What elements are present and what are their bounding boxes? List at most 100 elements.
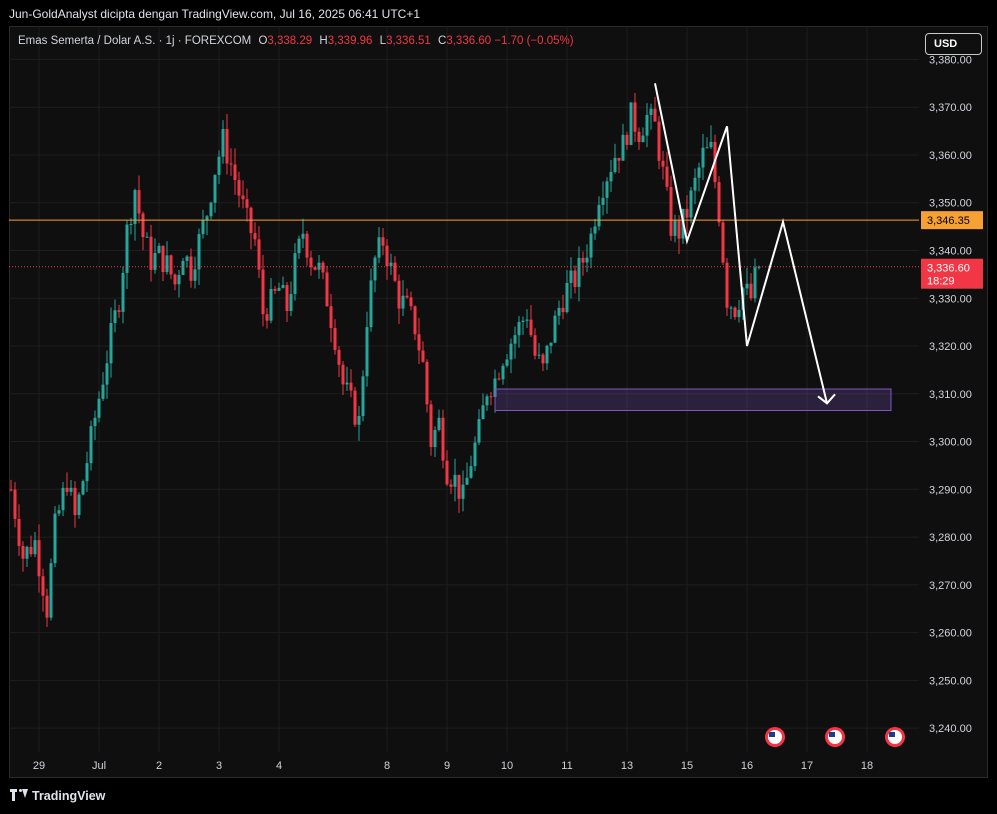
candle-body — [345, 382, 349, 385]
candle-body — [325, 272, 329, 307]
candle-body — [729, 307, 733, 309]
ohlc-legend: Emas Semerta / Dolar A.S. · 1j · FOREXCO… — [18, 35, 574, 47]
tradingview-logo[interactable]: TradingView — [10, 789, 105, 803]
candle-body — [649, 108, 653, 115]
candle-body — [505, 359, 509, 366]
change-value: −1.70 (−0.05%) — [494, 35, 574, 47]
candle-body — [257, 239, 261, 270]
price-chart[interactable]: 3,240.00 3,250.00 3,260.00 3,270.00 3,280.00… — [9, 26, 988, 778]
candle-body — [193, 269, 197, 281]
candle-body — [485, 396, 489, 406]
candle-body — [613, 157, 617, 172]
candle-body — [309, 257, 313, 268]
currency-button[interactable]: USD — [925, 33, 982, 55]
candle-body — [69, 487, 73, 492]
candle-body — [517, 321, 521, 336]
candle-body — [749, 283, 753, 299]
candle-body — [753, 267, 757, 299]
y-tick-label: 3,350.00 — [929, 198, 972, 210]
candle-body — [625, 134, 629, 145]
overlay-layer — [9, 83, 919, 747]
candle-body — [337, 349, 341, 365]
candle-body — [173, 274, 177, 285]
candle-body — [197, 234, 201, 270]
candle-body — [401, 295, 405, 309]
candle-body — [425, 361, 429, 405]
low-value: 3,336.51 — [386, 35, 431, 47]
candle-countdown: 18:29 — [927, 276, 955, 288]
y-tick-label: 3,340.00 — [929, 245, 972, 257]
x-tick-label: 13 — [621, 760, 633, 772]
x-tick-label: 15 — [681, 760, 693, 772]
candle-body — [245, 199, 249, 208]
candle-body — [457, 474, 461, 499]
candle-body — [557, 307, 561, 316]
candle-body — [341, 364, 345, 385]
y-tick-label: 3,240.00 — [929, 723, 972, 735]
y-tick-label: 3,250.00 — [929, 675, 972, 687]
candle-body — [385, 245, 389, 267]
candle-body — [297, 238, 301, 254]
candle-body — [417, 334, 421, 351]
candle-body — [349, 382, 353, 391]
x-tick-label: Jul — [92, 760, 106, 772]
candle-body — [285, 285, 289, 311]
candle-body — [597, 204, 601, 227]
candle-body — [549, 342, 553, 346]
y-tick-label: 3,300.00 — [929, 437, 972, 449]
candle-body — [589, 233, 593, 258]
candle-body — [161, 245, 165, 273]
candle-body — [621, 134, 625, 161]
candle-body — [429, 404, 433, 448]
candle-body — [609, 171, 613, 182]
candle-body — [701, 147, 705, 168]
close-value: 3,336.60 — [446, 35, 492, 47]
candle-body — [157, 245, 161, 254]
candle-body — [553, 315, 557, 343]
candle-body — [189, 256, 193, 281]
low-label: L — [379, 35, 387, 47]
candle-body — [333, 328, 337, 350]
y-tick-label: 3,290.00 — [929, 484, 972, 496]
candle-body — [361, 376, 365, 417]
candle-body — [705, 147, 709, 149]
candle-body — [469, 466, 473, 478]
candle-body — [665, 166, 669, 187]
candle-body — [737, 309, 741, 318]
candle-body — [433, 429, 437, 448]
candle-body — [565, 282, 569, 313]
candle-body — [217, 156, 221, 175]
y-tick-label: 3,380.00 — [929, 54, 972, 66]
flag-canton — [769, 732, 775, 737]
candle-body — [225, 128, 229, 164]
candle-body — [269, 288, 273, 321]
candle-body — [329, 306, 333, 329]
candle-body — [409, 297, 413, 307]
candle-body — [633, 102, 637, 132]
candle-body — [101, 384, 105, 399]
candle-body — [29, 546, 33, 555]
candle-body — [253, 233, 257, 240]
level-price-label: 3,346.35 — [927, 215, 970, 227]
candle-body — [125, 224, 129, 273]
candle-body — [697, 167, 701, 178]
candle-body — [105, 363, 109, 385]
candle-body — [265, 314, 269, 321]
candle-body — [145, 236, 149, 238]
x-tick-label: 16 — [741, 760, 753, 772]
candle-body — [733, 307, 737, 318]
candle-body — [117, 310, 121, 312]
candle-body — [237, 180, 241, 196]
x-tick-label: 3 — [216, 760, 222, 772]
candle-body — [45, 595, 49, 618]
candle-body — [121, 272, 125, 312]
y-tick-label: 3,370.00 — [929, 102, 972, 114]
candle-body — [381, 237, 385, 246]
candle-body — [389, 262, 393, 267]
candle-body — [261, 269, 265, 315]
candle-body — [413, 306, 417, 335]
candle-body — [17, 518, 21, 546]
candle-body — [177, 274, 181, 285]
candle-body — [501, 365, 505, 380]
open-value: 3,338.29 — [267, 35, 313, 47]
